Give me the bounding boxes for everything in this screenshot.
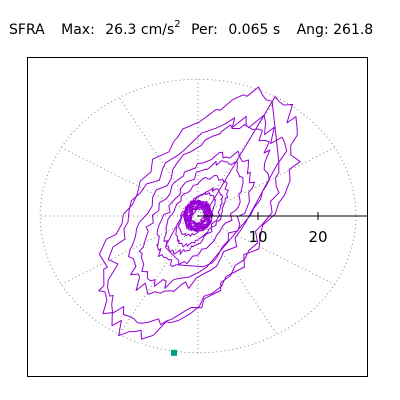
hodograph-trace: [98, 86, 301, 340]
ang-label: Ang:: [296, 22, 329, 38]
trace-group: [98, 86, 301, 340]
plot-frame: [27, 57, 368, 377]
per-label: Per:: [191, 22, 218, 38]
max-marker: [171, 349, 177, 356]
ang-value: 261.8: [333, 22, 374, 38]
grid-spoke-240: [118, 215, 199, 335]
grid-spoke-30: [197, 147, 335, 217]
max-unit: cm/s: [140, 22, 175, 38]
ring-labels: 10 20: [248, 228, 327, 246]
max-value: 26.3: [105, 22, 137, 38]
grid-spoke-150: [61, 147, 199, 217]
per-value: 0.065 s: [228, 22, 281, 38]
ring-label-20: 20: [308, 228, 327, 246]
station-label: SFRA: [9, 22, 45, 38]
grid-spoke-330: [197, 215, 335, 285]
ring-label-10: 10: [248, 228, 267, 246]
axis-group: [198, 212, 367, 220]
grid-spoke-60: [197, 97, 278, 217]
max-unit-exponent: 2: [174, 19, 181, 30]
max-label: Max:: [61, 22, 95, 38]
chart-header: SFRA Max: 26.3 cm/s2 Per: 0.065 s Ang: 2…: [9, 20, 373, 40]
